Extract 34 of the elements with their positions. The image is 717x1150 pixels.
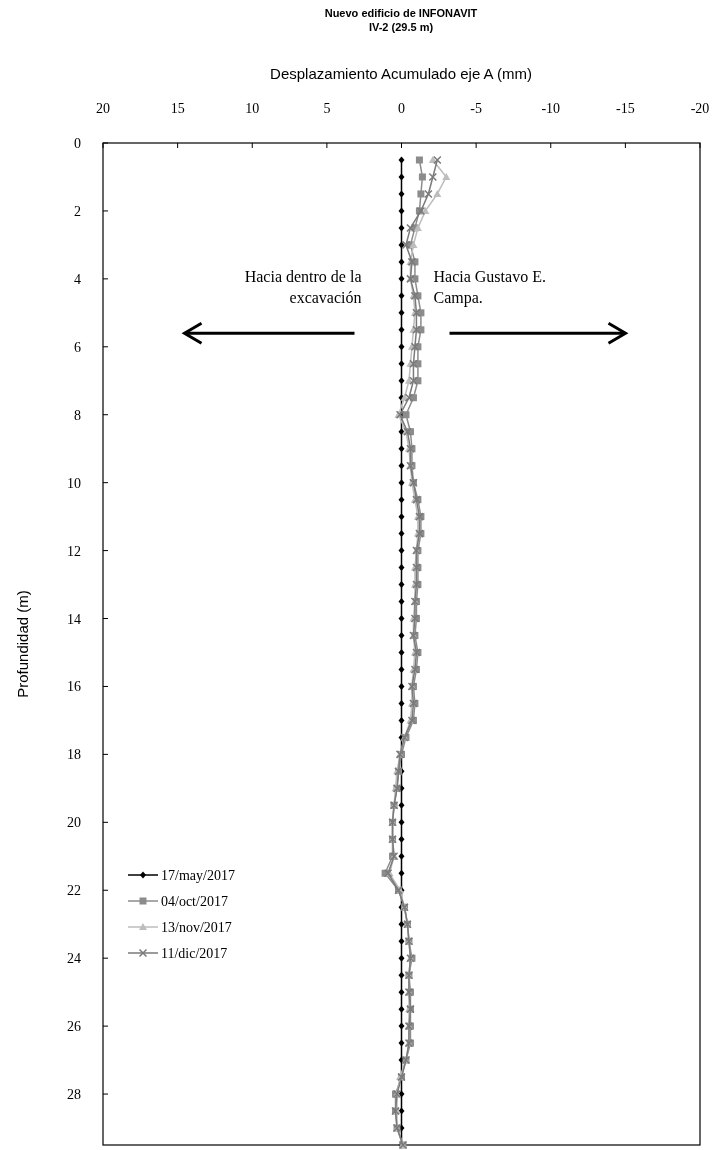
annotation: Hacia dentro de la excavación xyxy=(244,268,362,307)
y-tick-label: 28 xyxy=(67,1087,81,1103)
x-tick-label: -20 xyxy=(690,101,710,116)
x-tick-label: 0 xyxy=(398,101,405,116)
x-tick-label: 20 xyxy=(96,101,110,116)
x-tick-label: 15 xyxy=(170,101,185,116)
y-tick-label: 14 xyxy=(67,611,81,627)
y-tick-label: 8 xyxy=(74,407,81,423)
x-tick-label: -15 xyxy=(616,101,635,116)
y-tick-label: 0 xyxy=(74,136,81,151)
x-tick-label: 10 xyxy=(245,101,260,116)
x-tick-label: 5 xyxy=(323,101,331,116)
chart-subtitle: IV-2 (29.5 m) xyxy=(368,21,434,33)
y-tick-label: 26 xyxy=(67,1019,81,1035)
legend-label: 17/may/2017 xyxy=(161,868,235,883)
y-tick-label: 4 xyxy=(74,271,81,287)
y-tick-label: 10 xyxy=(67,475,81,491)
legend-label: 11/dic/2017 xyxy=(161,946,228,961)
legend-label: 13/nov/2017 xyxy=(161,920,232,935)
x-tick-label: -5 xyxy=(470,101,482,116)
y-tick-label: 18 xyxy=(67,747,81,763)
legend-label: 04/oct/2017 xyxy=(161,894,228,909)
y-tick-label: 12 xyxy=(67,543,81,559)
y-tick-label: 24 xyxy=(67,951,81,967)
y-tick-label: 6 xyxy=(74,339,81,355)
x-tick-label: -10 xyxy=(541,101,561,116)
x-axis-title: Desplazamiento Acumulado eje A (mm) xyxy=(270,65,532,82)
y-tick-label: 16 xyxy=(67,679,81,695)
annotation: Hacia Gustavo E. Campa. xyxy=(433,268,546,308)
y-tick-label: 22 xyxy=(67,883,81,899)
y-tick-label: 20 xyxy=(67,815,81,831)
y-tick-label: 2 xyxy=(74,203,81,219)
y-axis-title: Profundidad (m) xyxy=(14,590,31,698)
chart-title: Nuevo edificio de INFONAVIT xyxy=(324,7,478,19)
